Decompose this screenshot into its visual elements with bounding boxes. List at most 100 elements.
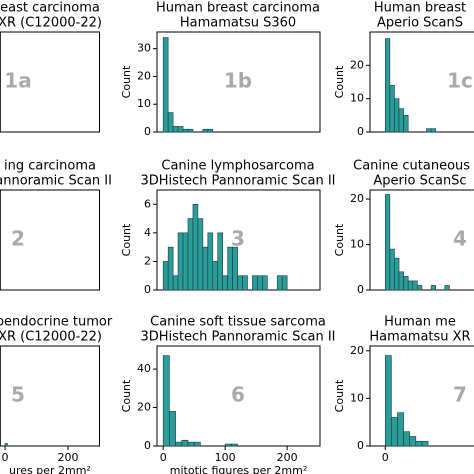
y-tick-label: 0 [144,283,151,296]
chart-title: Hamamatsu XR [369,330,470,345]
chart-title: 3DHistech Pannoramic Scan II [141,174,336,189]
x-tick-label: 200 [277,451,298,464]
bar [394,98,400,133]
bar [407,280,414,291]
bar [409,436,417,447]
bar [187,218,194,291]
chart-title: Hamamatsu S360 [180,16,296,31]
y-tick-label: 10 [137,97,151,110]
bar [232,246,238,291]
panel-label: 4 [453,227,467,251]
y-tick-label: 0 [357,283,364,296]
bar [237,275,243,291]
bar [167,112,174,133]
bar [182,232,189,291]
bar [175,441,183,447]
y-tick-label: 10 [350,238,364,251]
bar [426,128,432,133]
y-axis-label: Count [333,379,346,412]
bar [202,128,209,133]
chart-title: Aperio ScanS [377,16,463,31]
chart-title: Human breast [374,1,466,16]
bar [182,128,189,133]
bar [444,285,450,291]
bar [227,246,233,291]
bar [207,232,214,291]
bar [202,246,209,291]
y-tick-label: 0 [144,125,151,138]
bar [217,232,223,291]
panel-label: 2 [11,227,25,251]
panel-label: 1c [447,69,473,93]
y-axis-label: Count [333,65,346,98]
y-axis-label: Count [120,223,133,256]
y-tick-label: 10 [350,92,364,105]
chart-title: ependocrine tumor [0,315,113,330]
plot-frame [0,31,100,133]
plot-frame [156,31,321,133]
y-axis-label: Count [120,65,133,98]
chart-title: XR (C12000-22) [0,330,102,345]
bar [403,115,409,133]
bar [162,355,170,447]
panel-label: 5 [11,383,25,407]
bar [177,232,184,291]
plot-frame [0,345,100,447]
bar [167,246,174,291]
bar [162,37,169,133]
bar [162,261,169,291]
panel-label: 6 [231,383,245,407]
y-tick-label: 4 [144,226,151,239]
x-tick-label: 0 [160,451,167,464]
bar [397,412,404,447]
chart-title: 3DHistech Pannoramic Scan II [141,330,336,345]
bar [421,440,429,447]
bar [224,443,232,447]
bar [276,275,283,291]
y-tick-label: 0 [357,439,364,452]
bar [389,85,395,133]
plot-frame [156,345,321,447]
y-tick-label: 2 [144,254,151,267]
bar [242,275,248,291]
x-tick-label: 0 [2,451,9,464]
chart-title: Canine soft tissue sarcoma [150,315,326,330]
chart-title: Human me [384,315,456,330]
panel-label: 1b [224,69,252,93]
bar [172,126,179,133]
bar [187,128,194,133]
bar [384,355,392,447]
y-tick-label: 40 [137,362,151,375]
bar [398,271,404,291]
chart-title: Canine cutaneous m [353,159,474,174]
y-axis-label: Count [333,223,346,256]
x-tick-label: 100 [215,451,236,464]
bar [384,38,391,133]
bar [412,280,418,291]
y-tick-label: 20 [137,401,151,414]
chart-title: ing carcinoma [4,159,96,174]
bar [192,203,199,291]
bar [384,194,391,291]
panel-label: 3 [231,227,245,251]
bar [389,248,395,291]
x-tick-label: 200 [58,451,79,464]
x-tick-label: 0 [382,451,389,464]
y-tick-label: 20 [137,69,151,82]
chart-title: Human breast carcinoma [156,1,320,16]
bar [262,275,268,291]
bar [417,285,423,291]
y-tick-label: 30 [137,42,151,55]
y-axis-label: Count [120,379,133,412]
panel-label: 1a [4,69,31,93]
chart-title: Aperio ScanSc [373,174,466,189]
bar [430,285,436,291]
bar [177,126,184,133]
x-axis-label: mitotic figures per 2mm² [170,464,308,474]
chart-title: east carcinoma [0,1,100,16]
bar [415,440,423,447]
y-tick-label: 0 [357,125,364,138]
y-tick-label: 0 [144,439,151,452]
bar [222,275,228,291]
